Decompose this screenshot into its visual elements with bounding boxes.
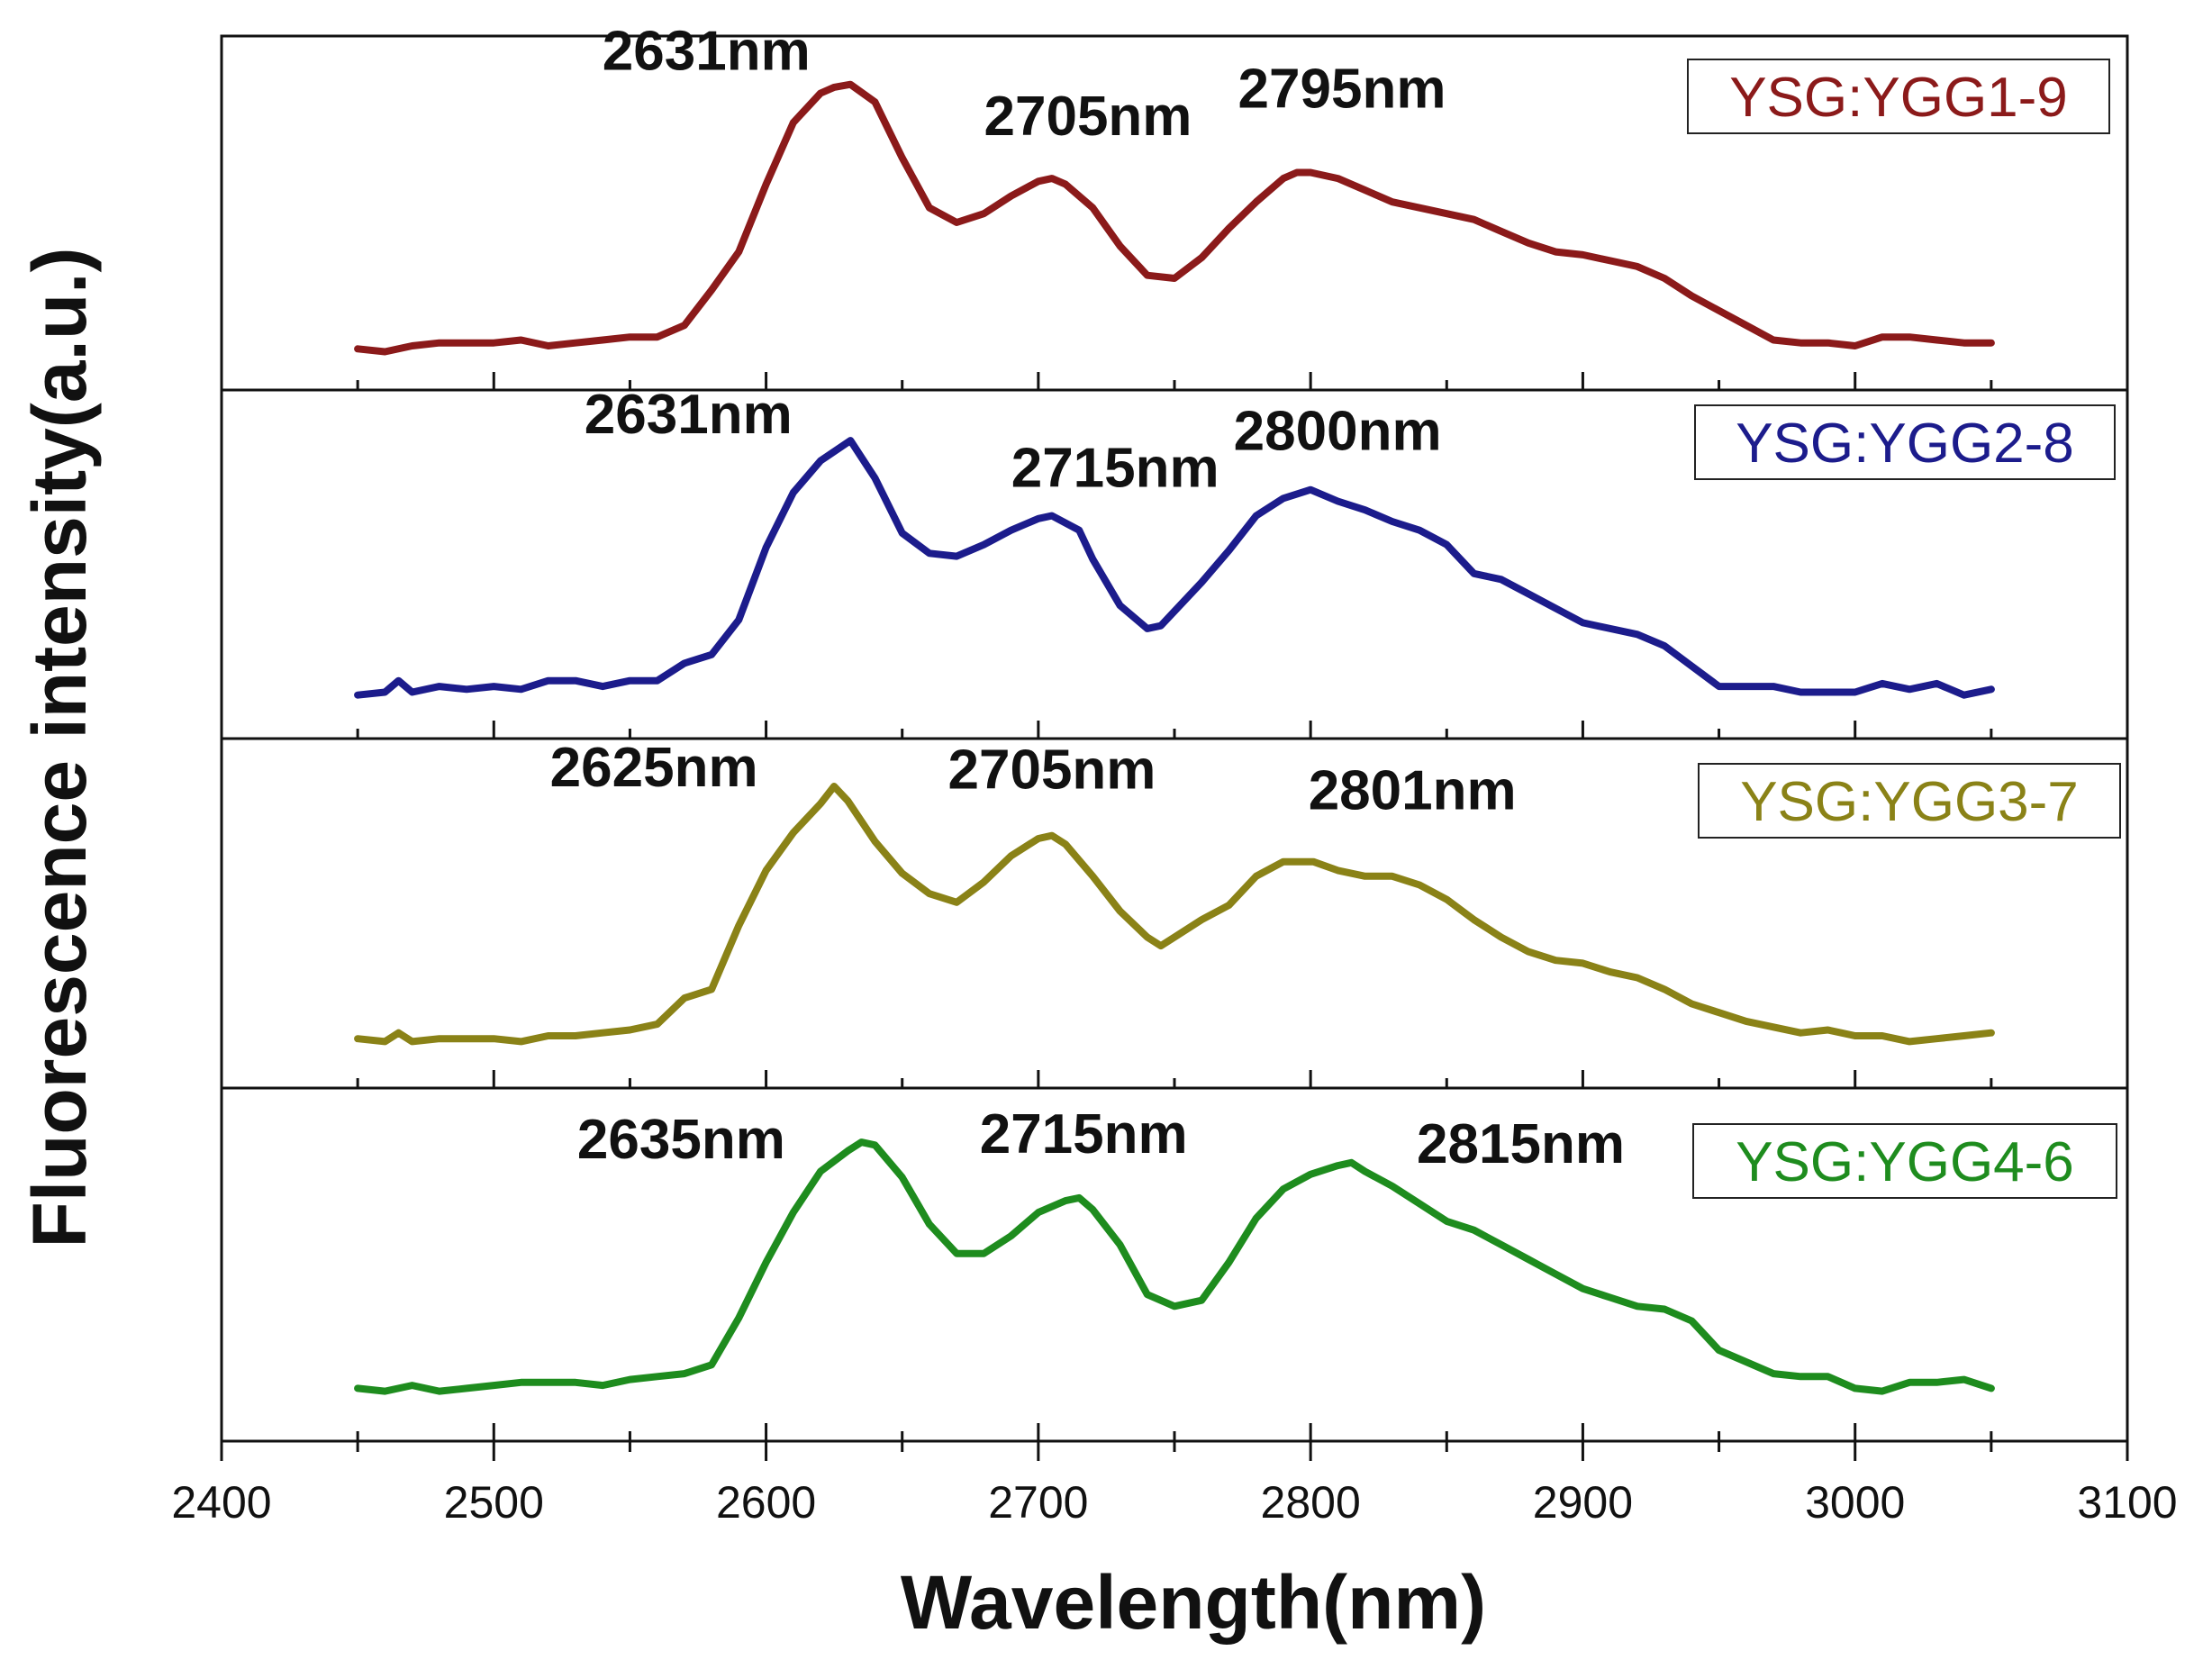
x-tick-label: 2400 bbox=[171, 1477, 271, 1528]
series-line-3 bbox=[354, 783, 1995, 1046]
x-tick-label: 3100 bbox=[2077, 1477, 2177, 1528]
legend-box bbox=[1692, 1123, 2117, 1199]
peak-label: 2625nm bbox=[550, 737, 758, 799]
legend-box bbox=[1694, 404, 2116, 480]
legend-label: YSG:YGG1-9 bbox=[1729, 67, 2068, 129]
legend-label: YSG:YGG2-8 bbox=[1736, 413, 2074, 475]
series-line-1 bbox=[354, 80, 1995, 356]
legend-label: YSG:YGG4-6 bbox=[1736, 1131, 2074, 1193]
peak-label: 2815nm bbox=[1417, 1113, 1625, 1175]
peak-label: 2801nm bbox=[1309, 760, 1517, 822]
peak-label: 2795nm bbox=[1238, 59, 1446, 121]
legend-label: YSG:YGG3-7 bbox=[1740, 771, 2079, 833]
x-axis-title: Wavelength(nm) bbox=[901, 1560, 1486, 1645]
x-tick-label: 2600 bbox=[716, 1477, 816, 1528]
series-line-2 bbox=[354, 437, 1995, 699]
peak-label: 2715nm bbox=[1011, 438, 1219, 500]
peak-label: 2705nm bbox=[948, 739, 1156, 802]
panels: 2631nm 2705nm 2795nm YSG:YGG1-9 2631nm 2715nm… bbox=[220, 21, 2129, 1443]
panel-3: 2625nm 2705nm 2801nm YSG:YGG3-7 bbox=[220, 737, 2129, 1090]
x-tick-label: 2700 bbox=[988, 1477, 1088, 1528]
legend-box bbox=[1687, 59, 2110, 134]
x-tick-label: 2900 bbox=[1533, 1477, 1633, 1528]
legend-box bbox=[1698, 763, 2121, 839]
x-tick-label: 2800 bbox=[1261, 1477, 1361, 1528]
x-tick-label: 2500 bbox=[444, 1477, 544, 1528]
peak-label: 2635nm bbox=[577, 1109, 785, 1171]
peak-label: 2705nm bbox=[984, 86, 1192, 148]
peak-label: 2631nm bbox=[585, 384, 793, 446]
series-line-4 bbox=[354, 1138, 1995, 1395]
peak-label: 2631nm bbox=[603, 21, 811, 83]
panel-1: 2631nm 2705nm 2795nm YSG:YGG1-9 bbox=[220, 21, 2129, 392]
panel-4: 2635nm 2715nm 2815nm YSG:YGG4-6 bbox=[220, 1086, 2129, 1443]
x-tick-label: 3000 bbox=[1805, 1477, 1905, 1528]
peak-label: 2715nm bbox=[980, 1103, 1188, 1166]
x-axis: 2400 2500 2600 2700 2800 2900 3000 3100 bbox=[171, 1441, 2178, 1528]
peak-label: 2800nm bbox=[1234, 401, 1442, 463]
y-axis-title: Fluorescence intensity(a.u.) bbox=[17, 248, 102, 1248]
